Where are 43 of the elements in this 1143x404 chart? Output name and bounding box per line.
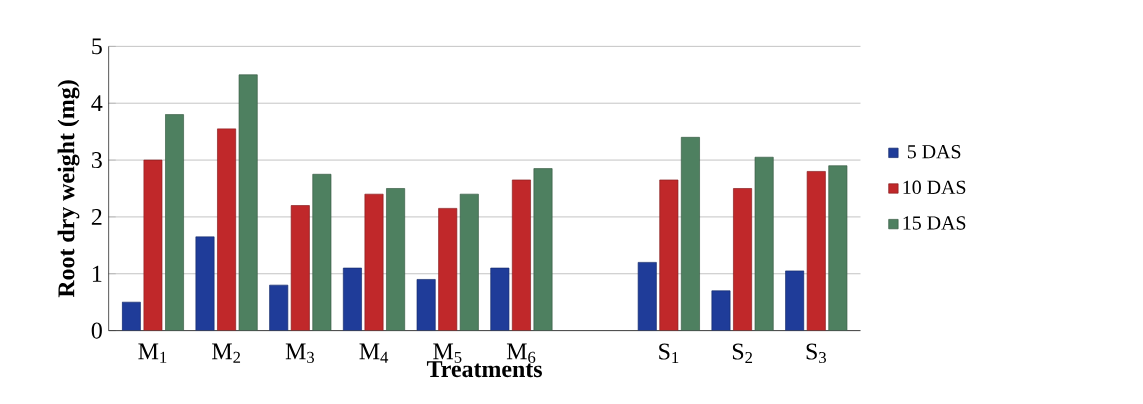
bar (342, 267, 362, 331)
bar (386, 188, 406, 331)
bar (637, 262, 657, 331)
x-tick-label: M$_{3}$ (285, 343, 315, 364)
bar (164, 114, 184, 331)
x-tick-label: S$_{3}$ (806, 343, 826, 364)
y-tick-label: 3 (91, 152, 102, 169)
bar (533, 168, 553, 331)
y-tick-label: 1 (92, 265, 102, 282)
x-tick-label: M$_{6}$ (506, 343, 536, 364)
bar (490, 267, 510, 331)
bar (438, 208, 458, 331)
x-tick-label: M$_{1}$ (138, 343, 167, 363)
y-tick-label: 4 (91, 95, 103, 112)
bar (269, 284, 289, 331)
bar (143, 159, 163, 331)
legend-label: 5 DAS (907, 145, 961, 159)
x-tick-label: S$_{1}$ (659, 343, 679, 364)
bar (217, 128, 237, 331)
bar (416, 279, 436, 331)
x-tick-label: M$_{2}$ (212, 343, 241, 363)
bar (459, 193, 479, 331)
legend-label: 15 DAS (903, 216, 966, 230)
bar (680, 137, 700, 331)
bar (238, 74, 258, 331)
bar (312, 174, 332, 331)
y-tick-label: 5 (92, 38, 102, 55)
x-tick-label: S$_{2}$ (732, 343, 753, 364)
y-tick-label: 0 (91, 322, 102, 339)
legend-label: 10 DAS (903, 180, 966, 195)
y-axis-title: Root dry weight (mg) (57, 80, 80, 298)
bar (364, 193, 384, 331)
bar (659, 179, 679, 331)
bar (711, 290, 731, 331)
bar (828, 165, 848, 331)
bar (733, 188, 753, 331)
y-tick-label: 2 (91, 209, 102, 225)
bar (806, 171, 826, 331)
bar (290, 205, 310, 331)
bar (785, 270, 805, 331)
x-tick-label: M$_{4}$ (359, 343, 389, 363)
bar (754, 156, 774, 331)
bar (511, 179, 531, 331)
